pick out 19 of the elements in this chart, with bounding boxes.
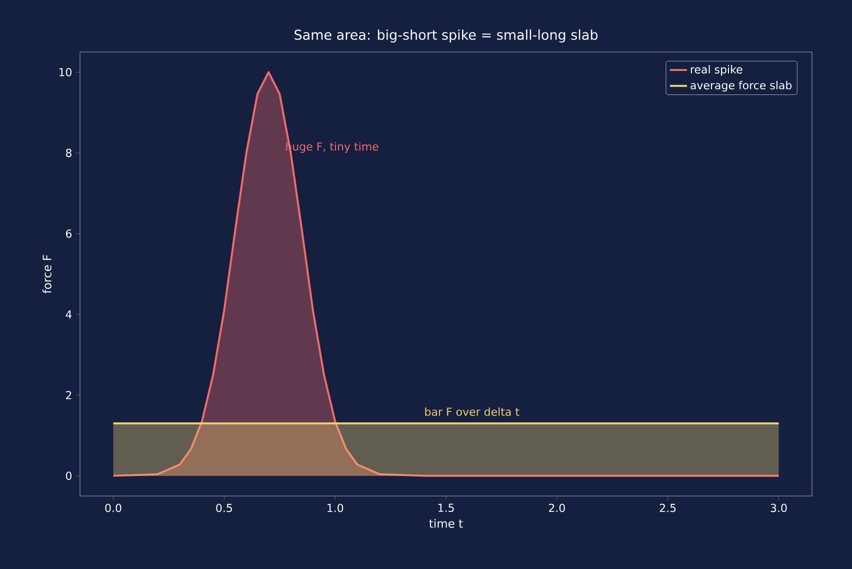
x-tick-label: 2.0 [548,504,565,512]
x-tick-label: 1.5 [438,504,454,512]
x-tick-label: 1.0 [328,504,344,512]
x-axis-title: time t [429,518,463,528]
x-tick-label: 2.5 [660,504,676,512]
y-tick-label: 10 [59,68,72,76]
y-tick-label: 8 [66,148,72,158]
x-tick-label: 3.0 [770,504,787,512]
y-tick-label: 2 [66,391,72,400]
legend-label: real spike [690,65,742,76]
chart-title: Same area: big-short spike = small-long slab [294,29,598,42]
y-tick-label: 4 [66,310,72,318]
y-tick-label: 6 [66,229,72,238]
x-tick-label: 0.5 [216,504,232,512]
x-tick-label: 0.0 [105,504,122,512]
y-axis-title: force F [42,255,52,294]
y-tick-label: 0 [66,472,72,480]
annotation: bar F over delta t [425,407,520,416]
legend-label: average force slab [690,80,792,92]
